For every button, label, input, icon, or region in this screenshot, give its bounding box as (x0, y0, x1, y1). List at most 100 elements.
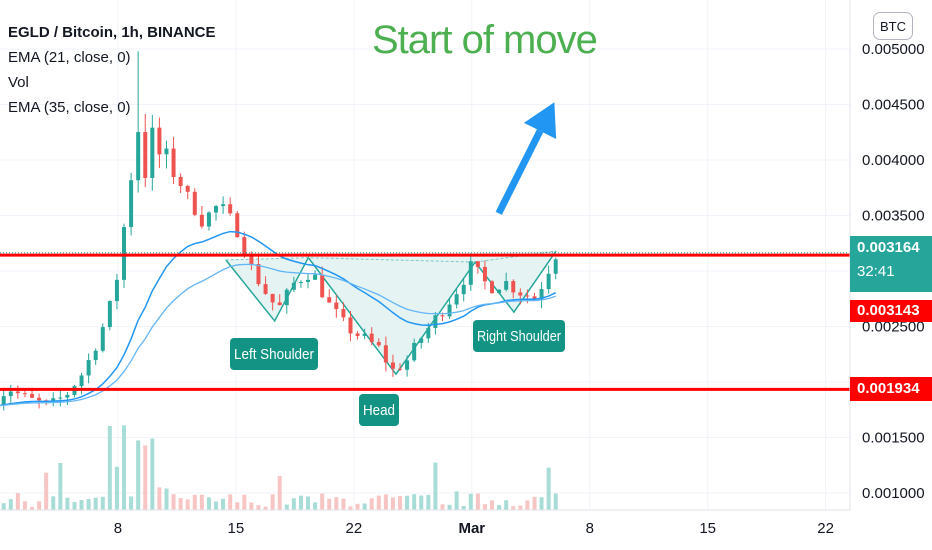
bar-countdown: 32:41 (857, 263, 895, 280)
volume-bar (93, 497, 98, 510)
candle-body (291, 282, 296, 290)
candle-body (518, 292, 523, 296)
arrow-shaft (495, 129, 544, 215)
volume-bar (539, 497, 544, 510)
volume-bar (79, 500, 84, 510)
candle-body (532, 296, 537, 300)
candle-body (100, 327, 105, 351)
level-price-tag-2: 0.001934 (850, 377, 932, 401)
x-tick-label: 22 (817, 520, 834, 537)
volume-bar (341, 498, 346, 510)
candlestick-series (1, 51, 558, 411)
volume-bar (291, 498, 296, 510)
volume-bar (206, 497, 211, 510)
volume-bar (532, 496, 537, 510)
candle-body (468, 261, 473, 285)
volume-bar (313, 502, 318, 510)
volume-bar (164, 488, 169, 510)
volume-bar (376, 495, 381, 510)
candle-body (447, 304, 452, 317)
indicator-volume[interactable]: Vol (8, 74, 29, 91)
candle-body (461, 284, 466, 295)
candle-body (122, 227, 127, 280)
volume-bar (482, 504, 487, 510)
volume-bar (362, 503, 367, 510)
y-tick-label: 0.004500 (862, 97, 925, 114)
volume-bar (143, 445, 148, 510)
volume-bar (398, 495, 403, 510)
indicator-ema-21[interactable]: EMA (21, close, 0) (8, 49, 131, 66)
volume-bar (150, 438, 155, 510)
currency-button[interactable]: BTC (873, 12, 913, 40)
candle-body (306, 279, 311, 283)
candle-body (171, 148, 176, 177)
volume-bar (242, 494, 247, 510)
candle-body (433, 315, 438, 328)
horizontal-levels[interactable] (0, 252, 850, 391)
volume-bar (228, 494, 233, 510)
ema-35-line (0, 263, 556, 407)
volume-bar (86, 499, 91, 510)
projection-arrow[interactable] (495, 102, 557, 215)
pattern-label-1[interactable]: Left Shoulder (230, 338, 318, 370)
candle-body (284, 289, 289, 306)
volume-bar (178, 498, 183, 510)
volume-bar (369, 498, 374, 510)
volume-bar (44, 472, 49, 510)
volume-bar (277, 476, 282, 510)
candle-body (539, 289, 544, 300)
indicator-ema-35[interactable]: EMA (35, close, 0) (8, 99, 131, 116)
candle-body (221, 204, 226, 207)
candle-body (398, 368, 403, 370)
candle-body (228, 204, 233, 214)
y-tick-label: 0.004000 (862, 152, 925, 169)
arrow-head (523, 102, 557, 139)
volume-bar (511, 506, 516, 510)
volume-bar (454, 491, 459, 510)
x-tick-label: 15 (699, 520, 716, 537)
volume-bar (129, 496, 134, 510)
candle-body (454, 294, 459, 305)
x-tick-label: Mar (458, 520, 485, 537)
candle-body (525, 295, 530, 297)
candle-body (376, 342, 381, 346)
volume-bar (490, 500, 495, 510)
volume-bar (298, 495, 303, 510)
candle-body (192, 191, 197, 215)
y-tick-label: 0.001000 (862, 485, 925, 502)
volume-bar (214, 501, 219, 510)
volume-bar (306, 496, 311, 510)
volume-bar (440, 504, 445, 510)
candle-body (206, 212, 211, 227)
candle-body (164, 148, 169, 155)
volume-bar (58, 462, 63, 510)
candle-body (348, 317, 353, 334)
pattern-label-3[interactable]: Right Shoulder (473, 320, 565, 352)
candle-body (143, 132, 148, 178)
y-tick-label: 0.001500 (862, 430, 925, 447)
symbol-title[interactable]: EGLD / Bitcoin, 1h, BINANCE (8, 24, 216, 41)
pattern-label-2[interactable]: Head (359, 394, 399, 426)
candle-body (369, 333, 374, 343)
candle-body (497, 289, 502, 294)
candle-body (270, 293, 275, 303)
pattern-label-text: Head (363, 402, 395, 419)
candle-body (15, 391, 20, 394)
headline-annotation[interactable]: Start of move (372, 18, 598, 62)
volume-bar (355, 503, 360, 510)
candle-body (320, 274, 325, 298)
pattern-labels[interactable]: Left Shoulder Head Right Shoulder (230, 320, 565, 426)
volume-bar (475, 493, 480, 510)
candle-body (150, 127, 155, 178)
y-tick-label: 0.005000 (862, 41, 925, 58)
volume-bar (383, 494, 388, 510)
candle-body (419, 338, 424, 343)
volume-bar (100, 496, 105, 510)
volume-bar (334, 497, 339, 510)
volume-bar (256, 505, 261, 510)
candle-body (86, 359, 91, 376)
volume-bar (15, 493, 20, 510)
volume-bar (504, 500, 509, 510)
candle-body (355, 333, 360, 336)
